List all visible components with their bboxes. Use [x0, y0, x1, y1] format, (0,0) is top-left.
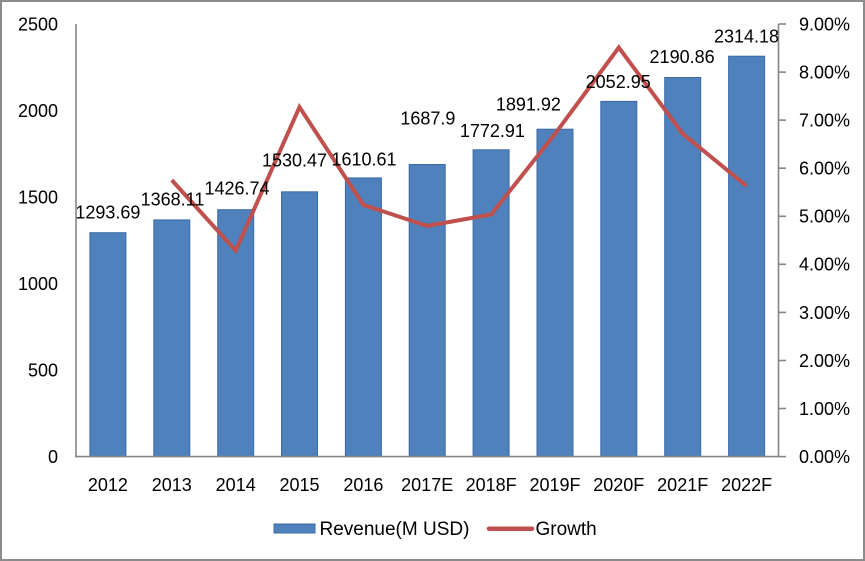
svg-text:2016: 2016 [343, 475, 383, 495]
svg-text:1772.91: 1772.91 [460, 121, 525, 141]
svg-text:7.00%: 7.00% [799, 111, 850, 131]
svg-text:8.00%: 8.00% [799, 63, 850, 83]
svg-text:2020F: 2020F [593, 475, 644, 495]
svg-text:1610.61: 1610.61 [331, 150, 396, 170]
svg-text:2022F: 2022F [721, 475, 772, 495]
svg-text:2500: 2500 [18, 14, 58, 34]
svg-text:6.00%: 6.00% [799, 159, 850, 179]
svg-text:1530.47: 1530.47 [262, 151, 327, 171]
svg-text:2013: 2013 [152, 475, 192, 495]
svg-text:1891.92: 1891.92 [496, 94, 561, 114]
svg-text:1500: 1500 [18, 187, 58, 207]
svg-text:4.00%: 4.00% [799, 255, 850, 275]
svg-text:2000: 2000 [18, 101, 58, 121]
svg-text:1368.11: 1368.11 [141, 190, 205, 210]
svg-text:2014: 2014 [216, 475, 256, 495]
svg-text:1687.9: 1687.9 [400, 108, 455, 128]
svg-text:2021F: 2021F [657, 475, 708, 495]
svg-text:2017E: 2017E [401, 475, 453, 495]
svg-text:2314.18: 2314.18 [714, 27, 779, 47]
svg-text:2052.95: 2052.95 [586, 72, 651, 92]
svg-text:1426.74: 1426.74 [204, 179, 269, 199]
svg-text:2018F: 2018F [466, 475, 517, 495]
svg-text:0: 0 [48, 447, 58, 467]
svg-text:1.00%: 1.00% [799, 399, 850, 419]
svg-text:3.00%: 3.00% [799, 303, 850, 323]
svg-text:0.00%: 0.00% [799, 447, 850, 467]
svg-text:2190.86: 2190.86 [650, 47, 715, 67]
svg-text:1000: 1000 [18, 274, 58, 294]
svg-text:1293.69: 1293.69 [75, 202, 140, 222]
svg-text:Growth: Growth [536, 519, 597, 540]
svg-text:2.00%: 2.00% [799, 351, 850, 371]
svg-text:9.00%: 9.00% [799, 14, 850, 34]
svg-text:5.00%: 5.00% [799, 207, 850, 227]
svg-text:500: 500 [28, 361, 58, 381]
svg-text:2015: 2015 [279, 475, 319, 495]
svg-text:Revenue(M USD): Revenue(M USD) [320, 519, 470, 540]
svg-text:2012: 2012 [88, 475, 128, 495]
svg-text:2019F: 2019F [529, 475, 580, 495]
